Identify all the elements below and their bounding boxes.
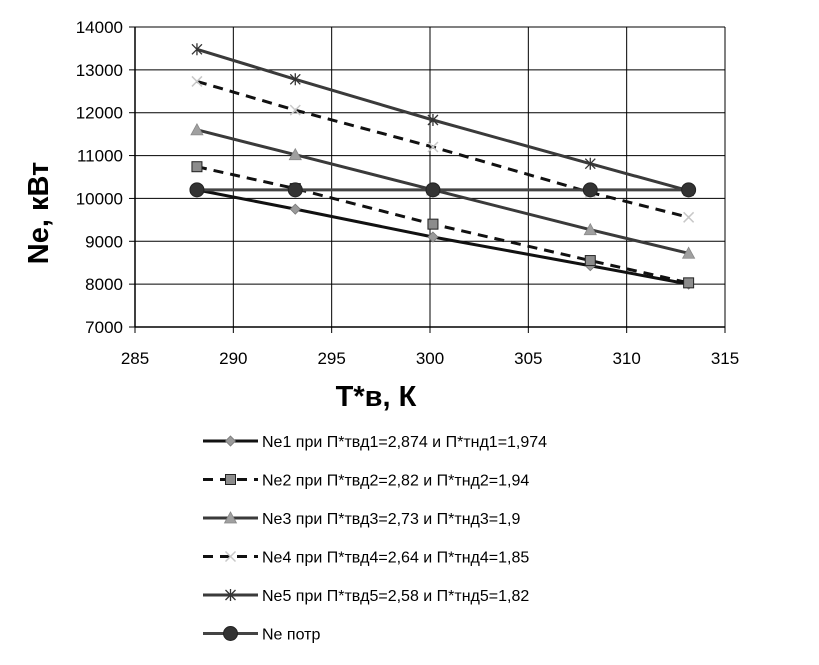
- legend-label: Ne2 при П*твд2=2,82 и П*тнд2=1,94: [262, 473, 529, 490]
- data-point: [287, 182, 303, 198]
- data-point: [189, 182, 205, 198]
- x-tick-label: 290: [219, 349, 247, 368]
- legend-marker: [224, 435, 237, 447]
- data-point: [683, 277, 695, 289]
- data-point: [427, 114, 439, 126]
- legend-marker: [225, 589, 236, 601]
- data-point: [191, 75, 203, 87]
- legend-item: Ne3 при П*твд3=2,73 и П*тнд3=1,9: [203, 511, 520, 528]
- data-point: [191, 161, 203, 173]
- data-point: [681, 246, 696, 259]
- data-point: [425, 182, 441, 198]
- y-axis-title: Ne, кВт: [23, 162, 55, 264]
- y-tick-label: 12000: [76, 104, 123, 123]
- legend-marker: [223, 511, 238, 524]
- x-tick-label: 315: [711, 349, 739, 368]
- series-4: [191, 75, 695, 223]
- x-axis-title: T*в, К: [336, 381, 417, 413]
- data-point: [683, 211, 695, 223]
- series-6: [189, 182, 697, 198]
- legend-item: Ne потр: [203, 626, 320, 644]
- series-line: [196, 128, 689, 255]
- y-tick-label: 9000: [85, 232, 123, 251]
- data-point: [427, 218, 439, 230]
- y-tick-label: 8000: [85, 275, 123, 294]
- legend-label: Ne4 при П*твд4=2,64 и П*тнд4=1,85: [262, 550, 529, 567]
- x-tick-label: 305: [514, 349, 542, 368]
- legend-item: Ne4 при П*твд4=2,64 и П*тнд4=1,85: [203, 550, 529, 567]
- y-tick-label: 13000: [76, 61, 123, 80]
- x-tick-label: 300: [416, 349, 444, 368]
- legend-marker: [223, 626, 238, 641]
- data-point: [191, 43, 203, 56]
- y-tick-label: 10000: [76, 189, 123, 208]
- legend-item: Ne5 при П*твд5=2,58 и П*тнд5=1,82: [203, 588, 529, 605]
- y-tick-label: 11000: [77, 147, 123, 166]
- legend-item: Ne2 при П*твд2=2,82 и П*тнд2=1,94: [203, 473, 529, 490]
- legend-marker: [225, 474, 236, 485]
- legend-label: Ne3 при П*твд3=2,73 и П*тнд3=1,9: [262, 511, 520, 528]
- data-point: [681, 182, 697, 198]
- data-point: [190, 123, 204, 136]
- legend-label: Ne потр: [262, 627, 320, 644]
- x-tick-label: 285: [121, 349, 149, 368]
- data-point: [427, 141, 439, 153]
- series-2: [191, 161, 695, 289]
- legend-marker: [224, 550, 237, 563]
- legend-item: Ne1 при П*твд1=2,874 и П*тнд1=1,974: [203, 434, 547, 451]
- series-5: [191, 43, 695, 197]
- tick-labels: 7000 8000 9000 10000 11000 12000 13000 14000 285…: [76, 18, 739, 368]
- data-point: [289, 203, 301, 215]
- legend: Ne1 при П*твд1=2,874 и П*тнд1=1,974 Ne2 п…: [203, 434, 547, 644]
- series-line: [196, 165, 689, 285]
- y-tick-label: 7000: [85, 318, 123, 337]
- data-point: [584, 157, 596, 170]
- data-point: [584, 255, 596, 267]
- data-point: [582, 182, 598, 198]
- data-point: [288, 147, 302, 161]
- x-tick-label: 295: [317, 349, 345, 368]
- data-point: [289, 73, 301, 86]
- x-tick-label: 310: [612, 349, 640, 368]
- y-tick-label: 14000: [76, 18, 123, 37]
- data-point: [583, 222, 597, 236]
- gridlines: [134, 26, 726, 328]
- legend-label: Ne1 при П*твд1=2,874 и П*тнд1=1,974: [262, 434, 547, 451]
- data-point: [427, 231, 439, 243]
- series-group: [189, 43, 697, 290]
- legend-label: Ne5 при П*твд5=2,58 и П*тнд5=1,82: [262, 588, 529, 605]
- data-point: [289, 104, 301, 116]
- axes: [129, 26, 726, 333]
- series-line: [196, 47, 690, 193]
